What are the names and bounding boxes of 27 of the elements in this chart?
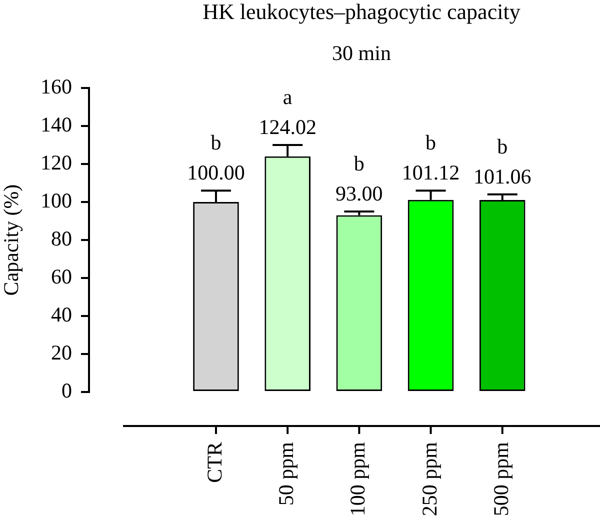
x-tick-label: 250 ppm (417, 442, 442, 516)
y-tick-label: 40 (51, 302, 72, 327)
y-tick-label: 60 (51, 264, 72, 289)
data-label: 101.12 (402, 160, 460, 185)
y-tick-label: 120 (40, 150, 72, 175)
annotation: b (210, 130, 222, 155)
chart-title: HK leukocytes–phagocytic capacity (202, 0, 522, 24)
y-tick-label: 20 (51, 340, 72, 365)
annotation: b (426, 130, 436, 155)
y-axis-title: Capacity (%) (0, 184, 24, 296)
x-tick-label: CTR (202, 442, 227, 483)
annotation: a (282, 85, 293, 109)
y-tick-label: 160 (40, 74, 72, 99)
chart-subtitle: 30 min (331, 41, 392, 65)
data-label: 101.06 (473, 164, 532, 188)
x-tick-label: 50 ppm (274, 442, 298, 506)
annotation: b (497, 134, 508, 158)
data-label: 93.00 (336, 182, 383, 206)
data-label: 100.00 (187, 160, 245, 185)
x-tick-label: 500 ppm (488, 442, 513, 516)
x-tick-label: 100 ppm (346, 442, 370, 516)
data-label: 124.02 (258, 115, 316, 139)
y-tick-label: 100 (40, 188, 72, 213)
y-tick-label: 140 (40, 112, 72, 137)
annotation: b (354, 152, 364, 176)
y-tick-label: 80 (51, 226, 72, 251)
y-tick-label: 0 (62, 378, 72, 403)
